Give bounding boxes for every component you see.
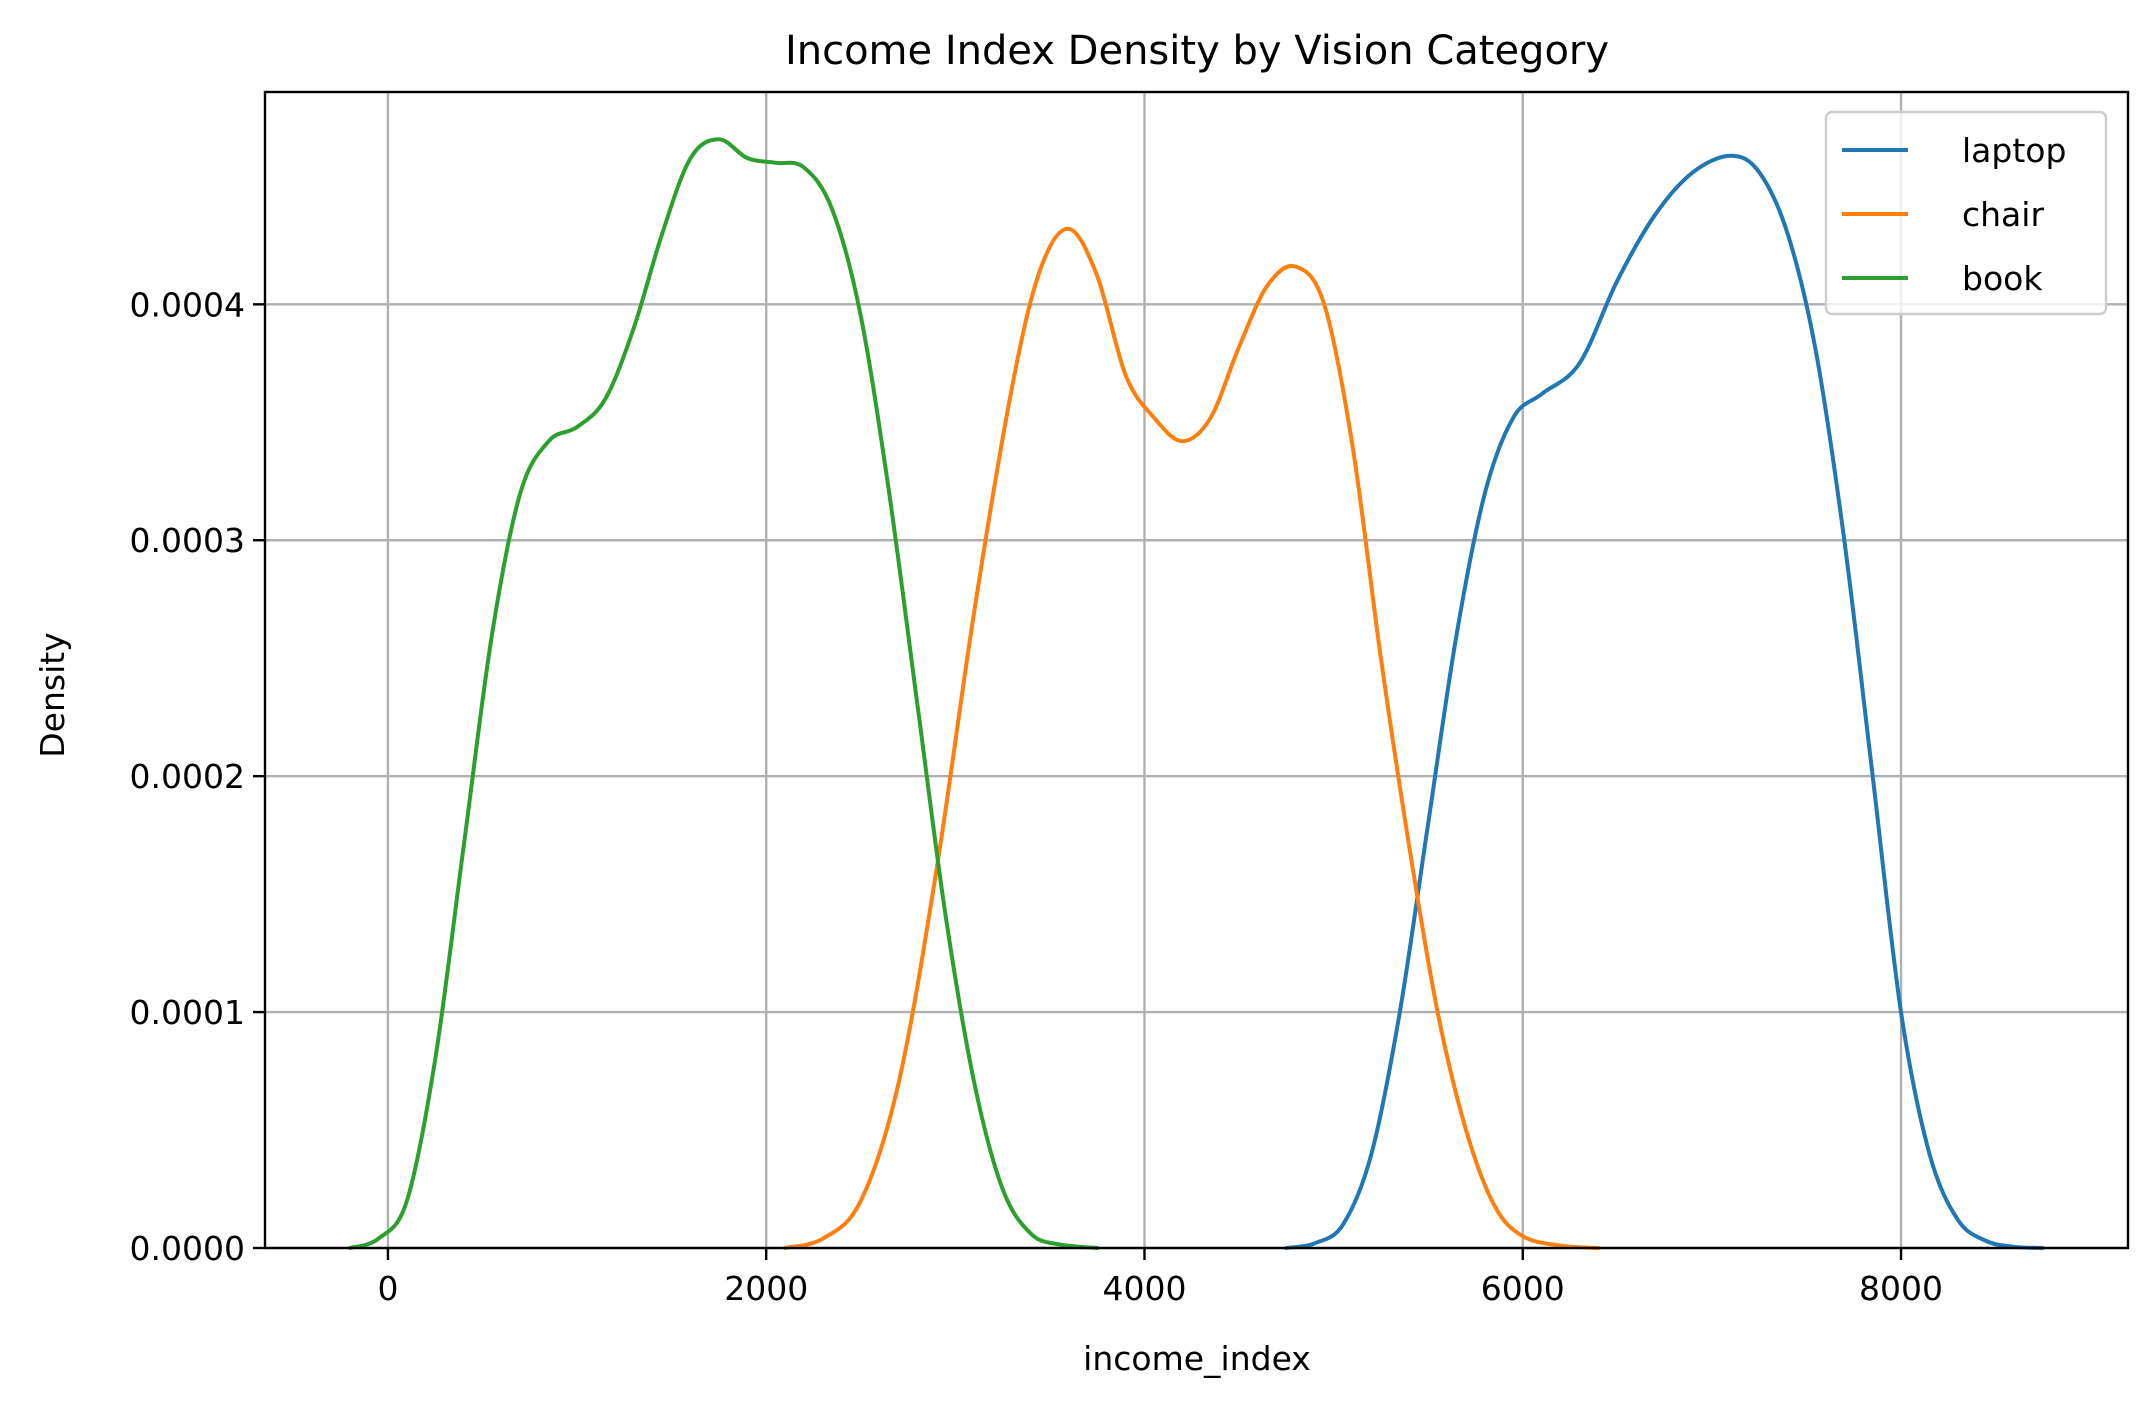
x-tick-label: 0 — [377, 1269, 398, 1308]
x-tick-label: 4000 — [1102, 1269, 1186, 1308]
y-tick-label: 0.0003 — [130, 521, 245, 560]
series-line-laptop — [1284, 153, 2045, 1250]
legend-label-chair: chair — [1962, 195, 2044, 234]
y-tick-label: 0.0000 — [130, 1229, 245, 1268]
y-tick-label: 0.0004 — [130, 285, 245, 324]
y-tick-label: 0.0001 — [130, 993, 245, 1032]
plot-area-frame — [263, 90, 2130, 1250]
x-axis-title: income_index — [1083, 1339, 1311, 1378]
x-tick-label: 8000 — [1859, 1269, 1943, 1308]
legend-label-book: book — [1962, 259, 2043, 298]
legend: laptop chair book — [1824, 110, 2108, 316]
chart-title: Income Index Density by Vision Category — [785, 28, 1609, 74]
legend-label-laptop: laptop — [1962, 131, 2066, 170]
density-curves — [348, 137, 2045, 1250]
y-tick-label: 0.0002 — [130, 757, 245, 796]
series-line-chair — [783, 226, 1601, 1250]
series-line-book — [348, 137, 1100, 1250]
x-tick-label: 6000 — [1481, 1269, 1565, 1308]
x-tick-label: 2000 — [724, 1269, 808, 1308]
y-axis-title: Density — [33, 632, 72, 757]
x-axis-ticks: 0 2000 4000 6000 8000 — [377, 1248, 1943, 1308]
y-axis-ticks: 0.0000 0.0001 0.0002 0.0003 0.0004 — [130, 285, 265, 1268]
legend-frame — [1824, 110, 2108, 316]
